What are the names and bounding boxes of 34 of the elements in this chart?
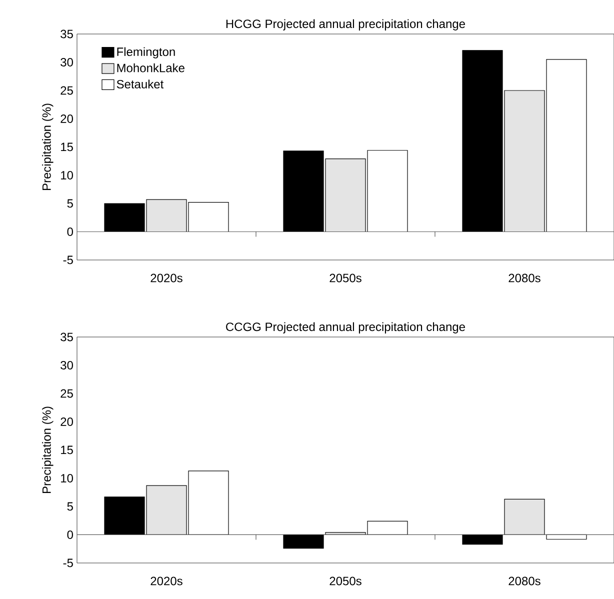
y-tick-label: 25: [60, 86, 73, 95]
y-axis-title: Precipitation (%): [42, 104, 54, 190]
x-tick-label: 2080s: [508, 576, 540, 586]
x-tick-label: 2080s: [508, 274, 540, 282]
bar: [462, 534, 503, 545]
y-tick-label: 35: [60, 332, 73, 342]
x-tick-label: 2020s: [150, 576, 182, 586]
y-tick-label: 10: [61, 170, 74, 180]
y-tick-label: 20: [60, 417, 74, 426]
x-tick-label: 2050s: [330, 576, 362, 586]
legend-label: MohonkLake: [117, 63, 184, 72]
y-tick-label: -5: [63, 256, 73, 264]
bar: [504, 498, 545, 536]
x-tick-label: 2020s: [150, 274, 182, 282]
y-tick-label: 10: [61, 474, 74, 482]
y-axis-title: Precipitation (%): [42, 406, 54, 494]
y-tick-label: 15: [61, 142, 73, 152]
y-tick-label: 0: [67, 227, 74, 236]
y-tick-label: 5: [67, 199, 73, 208]
y-tick-label: 0: [67, 530, 74, 539]
bar: [283, 534, 324, 549]
y-tick-label: -5: [63, 558, 73, 568]
y-tick-label: 35: [60, 30, 73, 38]
y-tick-label: 25: [60, 389, 73, 398]
y-tick-label: 5: [67, 502, 73, 511]
chart-title: HCGG Projected annual precipitation change: [226, 19, 465, 30]
x-tick-label: 2050s: [330, 274, 362, 282]
legend-label: Flemington: [117, 47, 175, 58]
y-tick-label: 15: [61, 446, 73, 454]
y-tick-label: 30: [60, 58, 74, 66]
y-tick-label: 20: [60, 114, 74, 123]
y-tick-label: 30: [60, 361, 74, 370]
legend-label: Setauket: [116, 80, 164, 88]
chart-title: CCGG Projected annual precipitation change: [226, 322, 465, 334]
